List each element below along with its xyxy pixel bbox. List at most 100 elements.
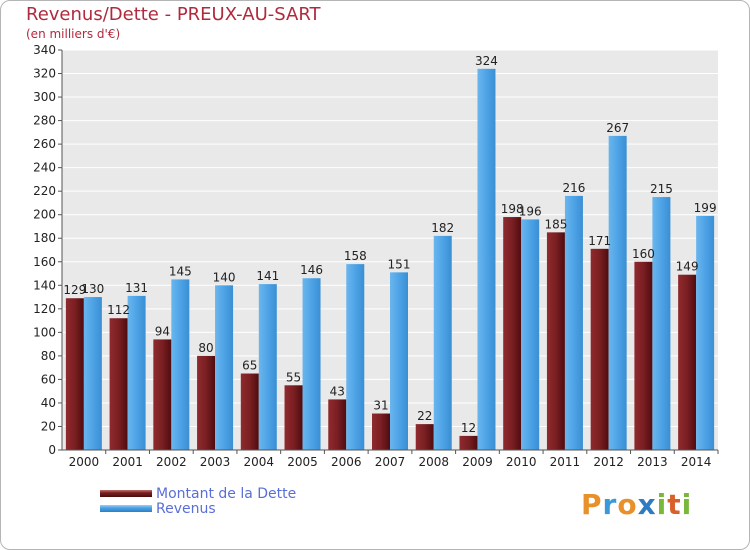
data-label-revenus: 131 [125, 281, 148, 295]
logo-letter: i [656, 488, 668, 521]
bar-dette [153, 339, 172, 450]
logo-letter: x [637, 488, 657, 521]
legend-swatch-revenus [100, 505, 152, 512]
data-label-revenus: 145 [169, 264, 192, 278]
bar-revenus [696, 215, 715, 450]
y-tick-label: 100 [33, 325, 56, 339]
x-tick-label: 2013 [637, 455, 668, 469]
y-tick-label: 40 [41, 396, 56, 410]
data-label-dette: 43 [330, 384, 345, 398]
y-tick-label: 240 [33, 161, 56, 175]
x-tick-label: 2014 [681, 455, 712, 469]
data-label-revenus: 158 [344, 249, 367, 263]
bar-dette [372, 413, 390, 450]
x-tick-label: 2001 [112, 455, 143, 469]
bar-dette [590, 248, 609, 450]
logo-letter: t [667, 488, 682, 521]
data-label-revenus: 151 [388, 257, 411, 271]
y-tick-label: 280 [33, 114, 56, 128]
data-label-dette: 112 [107, 303, 130, 317]
y-tick-label: 120 [33, 302, 56, 316]
bar-dette [65, 298, 84, 450]
bar-revenus [215, 285, 234, 450]
y-tick-label: 20 [41, 419, 56, 433]
bar-revenus [477, 68, 496, 450]
y-tick-label: 260 [33, 137, 56, 151]
x-tick-label: 2011 [550, 455, 581, 469]
y-tick-label: 300 [33, 90, 56, 104]
data-label-dette: 129 [63, 283, 86, 297]
data-label-dette: 65 [242, 359, 257, 373]
x-tick-label: 2006 [331, 455, 362, 469]
chart-title: Revenus/Dette - PREUX-AU-SART [26, 4, 321, 25]
y-tick-label: 0 [48, 443, 56, 457]
bar-revenus [390, 272, 408, 450]
data-label-revenus: 199 [694, 201, 717, 215]
bar-revenus [127, 295, 146, 450]
data-label-dette: 185 [544, 217, 567, 231]
bar-revenus [171, 279, 190, 450]
y-tick-label: 180 [33, 231, 56, 245]
bar-revenus [346, 264, 365, 450]
y-tick-label: 340 [33, 43, 56, 57]
x-tick-label: 2002 [156, 455, 187, 469]
bar-revenus [302, 278, 321, 450]
y-tick-label: 320 [33, 67, 56, 81]
data-label-revenus: 216 [562, 181, 585, 195]
legend-label-revenus: Revenus [156, 500, 216, 517]
data-label-revenus: 130 [81, 282, 104, 296]
bar-dette [546, 232, 565, 450]
logo-letter: P [581, 488, 603, 521]
data-label-dette: 55 [286, 370, 301, 384]
bar-dette [678, 274, 697, 450]
legend-item-revenus: Revenus [100, 500, 296, 517]
bar-revenus [258, 284, 277, 450]
bar-dette [240, 373, 259, 450]
bar-dette [459, 435, 478, 450]
data-label-revenus: 324 [475, 54, 498, 68]
bar-revenus [433, 235, 452, 450]
data-label-dette: 94 [155, 324, 170, 338]
y-tick-label: 140 [33, 278, 56, 292]
legend: Montant de la Dette Revenus [100, 485, 297, 517]
legend-label-dette: Montant de la Dette [156, 485, 297, 502]
data-label-revenus: 196 [519, 204, 542, 218]
legend-item-dette: Montant de la Dette [100, 485, 297, 502]
x-tick-label: 2012 [593, 455, 624, 469]
chart-subtitle: (en milliers d'€) [26, 27, 121, 41]
y-tick-label: 200 [33, 208, 56, 222]
data-label-dette: 12 [461, 421, 476, 435]
x-tick-label: 2009 [462, 455, 493, 469]
data-label-dette: 160 [632, 247, 655, 261]
x-tick-label: 2003 [200, 455, 231, 469]
x-tick-label: 2000 [69, 455, 100, 469]
x-tick-label: 2007 [375, 455, 406, 469]
bar-dette [328, 399, 347, 450]
bar-dette [415, 424, 434, 450]
x-tick-label: 2005 [287, 455, 318, 469]
x-tick-label: 2010 [506, 455, 537, 469]
data-label-revenus: 146 [300, 263, 323, 277]
logo-letter: o [617, 488, 638, 521]
data-label-revenus: 140 [213, 270, 236, 284]
bar-dette [284, 385, 303, 450]
bar-dette [197, 355, 216, 450]
y-tick-label: 160 [33, 255, 56, 269]
data-label-revenus: 182 [431, 221, 454, 235]
bar-revenus [652, 197, 671, 450]
data-label-revenus: 267 [606, 121, 629, 135]
bar-revenus [521, 219, 540, 450]
data-label-dette: 198 [501, 202, 524, 216]
data-label-revenus: 215 [650, 182, 673, 196]
data-label-dette: 22 [417, 409, 432, 423]
bar-revenus [608, 135, 627, 450]
data-label-dette: 171 [588, 234, 611, 248]
x-tick-label: 2008 [418, 455, 449, 469]
bar-revenus [83, 297, 102, 450]
y-tick-label: 60 [41, 372, 56, 386]
y-tick-label: 80 [41, 349, 56, 363]
bar-dette [503, 217, 522, 450]
bar-dette [109, 318, 128, 450]
proxiti-logo: Proxiti [581, 488, 692, 521]
